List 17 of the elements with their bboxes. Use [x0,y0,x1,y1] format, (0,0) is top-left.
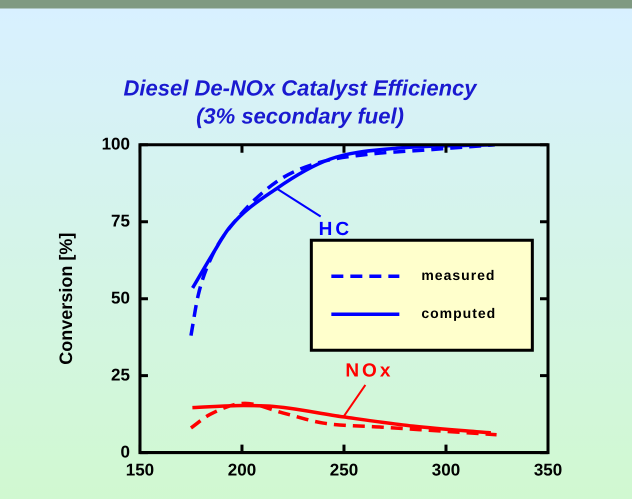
chart-title: Diesel De-NOx Catalyst Efficiency [124,75,478,100]
legend-label: computed [421,305,496,322]
legend-label: measured [421,267,496,284]
annotation: HC [318,219,352,240]
x-tick-label: 200 [228,460,256,480]
y-tick-label: 50 [111,288,130,308]
y-tick-label: 75 [111,211,130,230]
chart-subtitle: (3% secondary fuel) [196,104,404,129]
x-tick-label: 250 [330,460,358,480]
y-tick-label: 25 [111,365,130,384]
y-axis-title: Conversion [%] [56,232,76,365]
y-tick-label: 0 [120,442,130,462]
x-tick-label: 150 [126,460,154,480]
x-tick-label: 350 [534,460,562,480]
x-tick-label: 300 [432,460,460,480]
annotation: NOx [345,360,394,382]
y-tick-label: 100 [102,134,130,154]
